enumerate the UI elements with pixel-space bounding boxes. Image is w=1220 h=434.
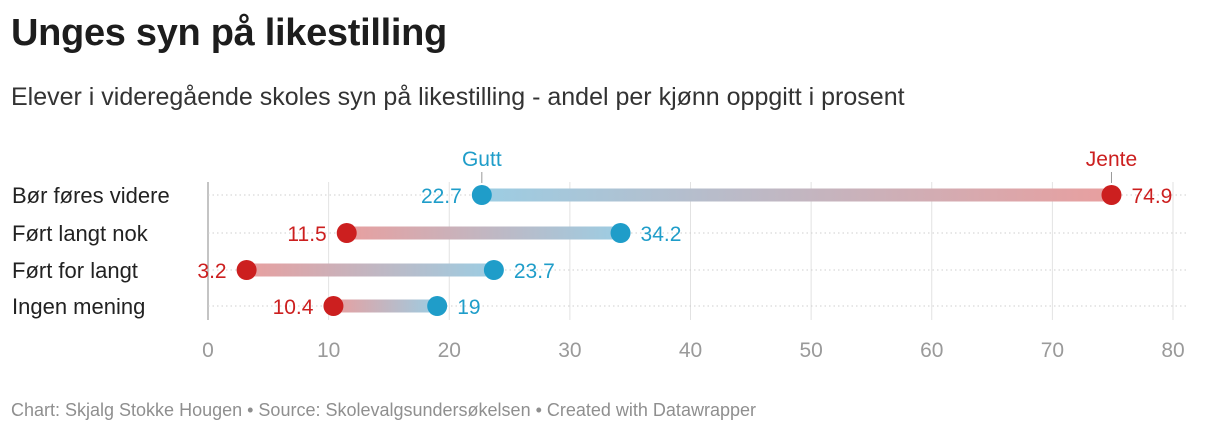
chart-subtitle: Elever i videregående skoles syn på like… xyxy=(11,83,905,111)
x-tick-label: 80 xyxy=(1161,339,1184,362)
category-label: Ført for langt xyxy=(12,258,138,283)
value-label-jente: 11.5 xyxy=(287,223,326,246)
value-label-gutt: 34.2 xyxy=(641,223,682,246)
x-tick-label: 40 xyxy=(679,339,702,362)
legend-gutt: Gutt xyxy=(462,148,502,171)
legend-jente: Jente xyxy=(1086,148,1137,171)
dot-jente xyxy=(1101,185,1122,205)
category-label: Ingen mening xyxy=(12,294,145,319)
category-label: Bør føres videre xyxy=(12,183,170,208)
value-label-jente: 10.4 xyxy=(273,296,314,319)
dot-gutt xyxy=(427,296,448,316)
value-label-gutt: 23.7 xyxy=(514,260,555,283)
dot-gutt xyxy=(610,223,631,243)
chart-footer: Chart: Skjalg Stokke Hougen • Source: Sk… xyxy=(11,400,756,420)
x-tick-label: 60 xyxy=(920,339,943,362)
value-label-jente: 74.9 xyxy=(1131,185,1172,208)
dot-jente xyxy=(236,260,257,280)
category-label: Ført langt nok xyxy=(12,221,149,246)
x-tick-label: 20 xyxy=(438,339,461,362)
x-tick-label: 30 xyxy=(558,339,581,362)
dot-gutt xyxy=(483,260,504,280)
dot-jente xyxy=(323,296,344,316)
x-tick-label: 10 xyxy=(317,339,340,362)
x-tick-label: 70 xyxy=(1041,339,1064,362)
dot-jente xyxy=(336,223,357,243)
value-label-gutt: 19 xyxy=(457,296,480,319)
dot-gutt xyxy=(471,185,492,205)
value-label-gutt: 22.7 xyxy=(421,185,462,208)
x-tick-label: 50 xyxy=(799,339,822,362)
x-tick-label: 0 xyxy=(202,339,214,362)
value-label-jente: 3.2 xyxy=(197,260,226,283)
chart-title: Unges syn på likestilling xyxy=(11,12,447,54)
